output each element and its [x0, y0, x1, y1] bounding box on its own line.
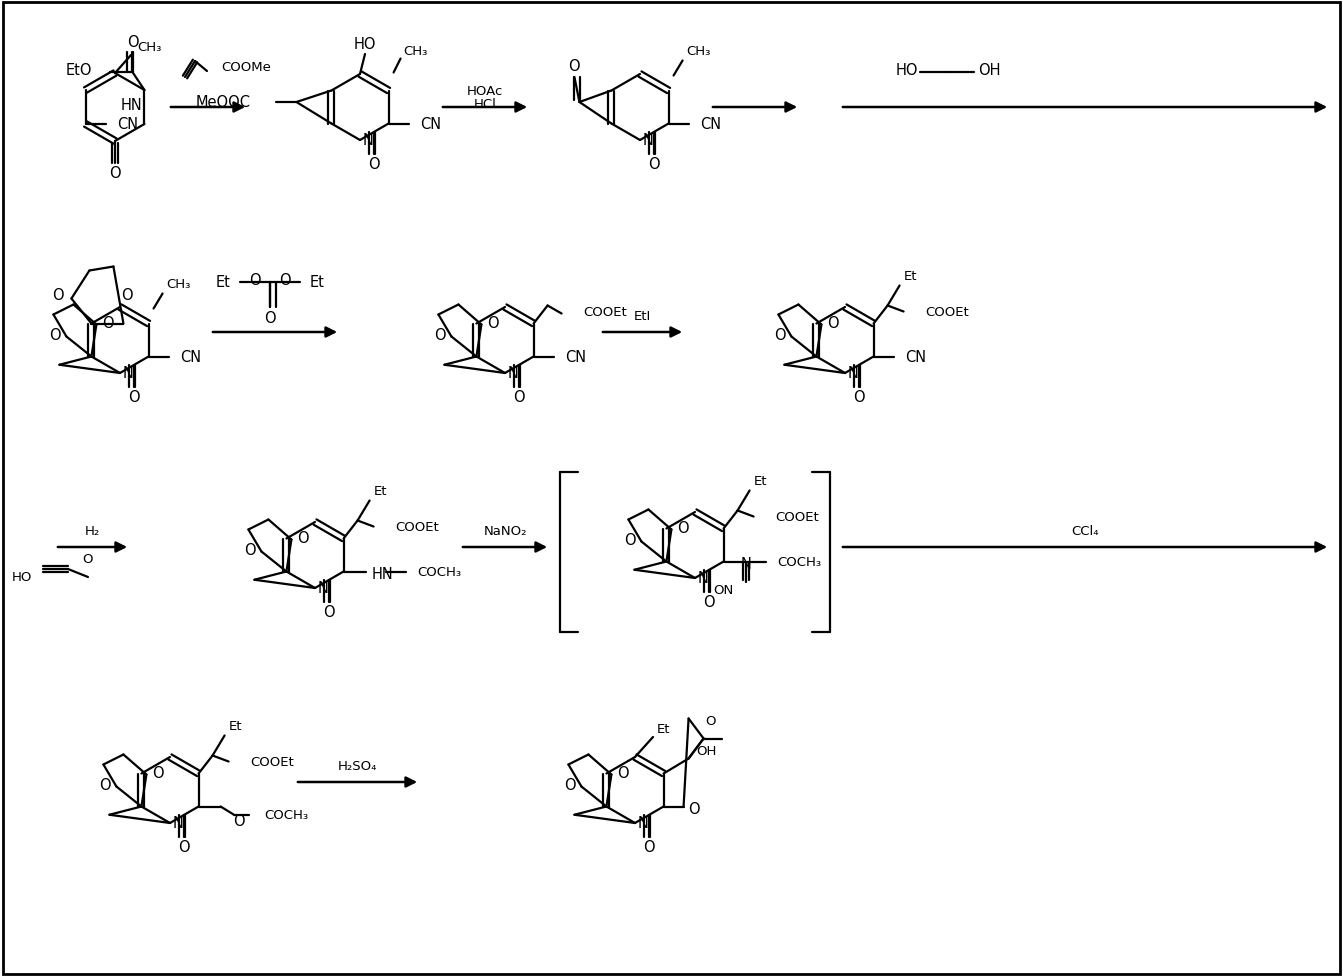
Text: O: O: [623, 532, 635, 547]
Text: N: N: [173, 816, 184, 830]
Text: CN: CN: [420, 117, 442, 132]
Text: Et: Et: [310, 276, 325, 290]
Text: MeOOC: MeOOC: [196, 96, 250, 110]
Text: N: N: [508, 366, 518, 381]
Text: CN: CN: [180, 350, 201, 364]
Text: O: O: [677, 521, 689, 535]
Text: CH₃: CH₃: [404, 45, 428, 58]
Text: N: N: [740, 557, 751, 572]
Text: O: O: [564, 778, 575, 792]
Text: CH₃: CH₃: [167, 277, 191, 291]
Text: O: O: [643, 839, 655, 854]
Text: H₂: H₂: [85, 525, 101, 538]
Text: HN: HN: [372, 567, 393, 581]
Text: ON: ON: [713, 583, 733, 596]
Text: O: O: [854, 390, 865, 404]
Text: COOEt: COOEt: [584, 306, 627, 319]
Text: COCH₃: COCH₃: [418, 566, 462, 578]
Text: O: O: [265, 312, 275, 326]
Text: O: O: [434, 327, 446, 343]
Text: N: N: [363, 134, 373, 149]
Text: O: O: [179, 839, 191, 854]
Text: CN: CN: [701, 117, 721, 132]
Text: O: O: [689, 801, 700, 816]
Text: O: O: [102, 316, 114, 330]
Text: O: O: [568, 60, 580, 74]
Text: O: O: [250, 274, 261, 288]
Text: N: N: [847, 366, 860, 381]
Text: H₂SO₄: H₂SO₄: [338, 760, 377, 773]
Text: EtI: EtI: [634, 310, 651, 323]
Text: O: O: [368, 157, 380, 172]
Text: O: O: [48, 327, 60, 343]
Text: O: O: [618, 765, 629, 781]
Text: Et: Et: [904, 270, 917, 282]
Text: O: O: [99, 778, 110, 792]
Text: Et: Et: [373, 485, 387, 497]
Text: O: O: [232, 813, 244, 828]
Text: N: N: [638, 816, 649, 830]
Text: CH₃: CH₃: [686, 45, 710, 58]
Text: COCH₃: COCH₃: [778, 556, 822, 569]
Text: Et: Et: [228, 719, 242, 732]
Text: EtO: EtO: [66, 64, 93, 78]
Text: HOAc: HOAc: [467, 85, 504, 99]
Text: O: O: [121, 287, 133, 303]
Text: Et: Et: [657, 723, 670, 736]
Text: COOEt: COOEt: [925, 306, 970, 319]
Text: O: O: [82, 553, 93, 566]
Text: HN: HN: [121, 99, 142, 113]
Text: CCl₄: CCl₄: [1072, 525, 1099, 538]
Text: O: O: [52, 287, 63, 303]
Text: COOEt: COOEt: [775, 510, 819, 524]
Text: O: O: [279, 274, 291, 288]
Text: COOEt: COOEt: [396, 521, 439, 533]
Text: OH: OH: [697, 744, 717, 757]
Text: HO: HO: [353, 37, 376, 53]
Text: N: N: [698, 571, 709, 586]
Text: O: O: [704, 595, 714, 610]
Text: HCl: HCl: [474, 99, 497, 111]
Text: N: N: [643, 134, 654, 149]
Text: O: O: [649, 157, 661, 172]
Text: O: O: [109, 166, 121, 182]
Text: O: O: [152, 765, 164, 781]
Text: CH₃: CH₃: [137, 41, 161, 55]
Text: CN: CN: [905, 350, 927, 364]
Text: O: O: [297, 531, 309, 545]
Text: O: O: [488, 316, 500, 330]
Text: O: O: [513, 390, 525, 404]
Text: OH: OH: [978, 64, 1001, 78]
Text: O: O: [324, 605, 336, 619]
Text: CN: CN: [565, 350, 587, 364]
Text: N: N: [124, 366, 134, 381]
Text: O: O: [827, 316, 839, 330]
Text: O: O: [126, 35, 138, 51]
Text: O: O: [129, 390, 140, 404]
Text: Et: Et: [753, 475, 767, 488]
Text: COOMe: COOMe: [222, 62, 271, 74]
Text: NaNO₂: NaNO₂: [483, 525, 526, 538]
Text: HO: HO: [896, 64, 919, 78]
Text: O: O: [705, 714, 716, 727]
Text: CN: CN: [118, 117, 138, 132]
Text: O: O: [774, 327, 786, 343]
Text: COOEt: COOEt: [251, 755, 294, 768]
Text: N: N: [318, 581, 329, 596]
Text: COCH₃: COCH₃: [265, 808, 309, 821]
Text: O: O: [244, 542, 255, 558]
Text: Et: Et: [215, 276, 230, 290]
Text: HO: HO: [12, 571, 32, 584]
